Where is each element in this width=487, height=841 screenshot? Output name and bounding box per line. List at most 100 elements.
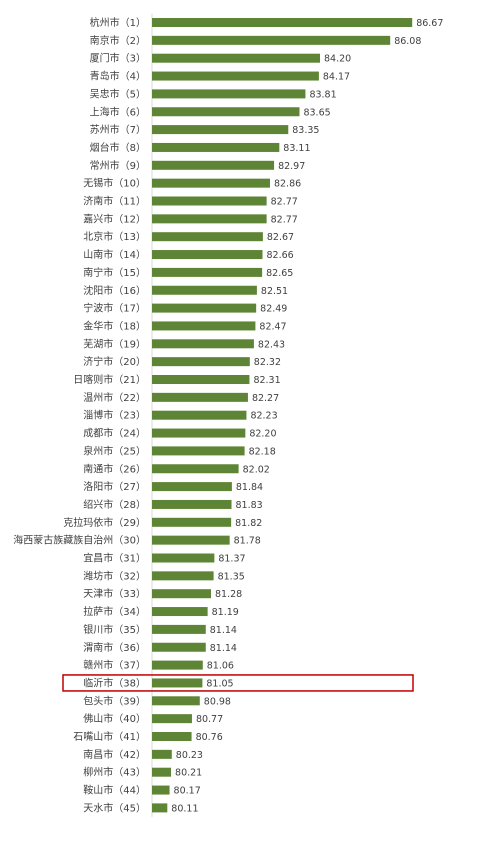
category-label-10: 无锡市（10） <box>83 177 146 190</box>
bar-9 <box>152 160 275 170</box>
category-label-39: 包头市（39） <box>83 694 146 707</box>
category-label-36: 渭南市（36） <box>83 641 146 654</box>
value-label-22: 82.27 <box>252 393 279 404</box>
category-label-2: 南京市（2） <box>90 34 146 47</box>
category-label-40: 佛山市（40） <box>83 712 146 725</box>
category-label-9: 常州市（9） <box>90 159 146 172</box>
category-label-20: 济宁市（20） <box>83 355 146 368</box>
value-label-13: 82.67 <box>267 232 294 243</box>
category-label-29: 克拉玛依市（29） <box>63 516 146 529</box>
bar-3 <box>152 53 320 63</box>
bar-32 <box>152 571 214 581</box>
bar-24 <box>152 428 246 438</box>
category-label-4: 青岛市（4） <box>90 70 146 83</box>
value-label-5: 83.81 <box>309 89 336 100</box>
category-label-18: 金华市（18） <box>83 319 146 332</box>
value-label-12: 82.77 <box>271 214 298 225</box>
value-label-30: 81.78 <box>234 536 261 547</box>
value-label-15: 82.65 <box>266 268 293 279</box>
category-label-27: 洛阳市（27） <box>83 480 146 493</box>
category-label-42: 南昌市（42） <box>83 748 146 761</box>
bar-8 <box>152 142 280 152</box>
bars-group <box>152 18 413 813</box>
bar-35 <box>152 624 206 634</box>
category-label-45: 天水市（45） <box>83 801 146 814</box>
value-label-32: 81.35 <box>218 571 245 582</box>
category-label-43: 柳州市（43） <box>83 766 146 779</box>
category-label-5: 吴忠市（5） <box>90 87 146 100</box>
category-label-28: 绍兴市（28） <box>83 498 146 511</box>
bar-16 <box>152 285 257 295</box>
bar-19 <box>152 339 254 349</box>
bar-11 <box>152 196 267 206</box>
category-label-24: 成都市（24） <box>83 427 146 440</box>
value-label-24: 82.20 <box>249 429 276 440</box>
bar-23 <box>152 410 247 420</box>
bar-21 <box>152 375 250 384</box>
bar-39 <box>152 696 200 706</box>
bar-5 <box>152 89 306 99</box>
bar-42 <box>152 749 172 759</box>
value-label-28: 81.83 <box>236 500 263 511</box>
bar-36 <box>152 642 206 652</box>
bar-38 <box>152 678 203 688</box>
value-label-19: 82.43 <box>258 339 285 350</box>
bar-7 <box>152 125 289 135</box>
category-label-14: 山南市（14） <box>83 248 146 261</box>
category-label-7: 苏州市（7） <box>90 123 146 136</box>
value-label-37: 81.06 <box>207 661 234 672</box>
category-label-12: 嘉兴市（12） <box>83 212 146 225</box>
category-label-8: 烟台市（8） <box>90 141 146 154</box>
value-label-23: 82.23 <box>250 411 277 422</box>
bar-26 <box>152 464 239 474</box>
value-label-2: 86.08 <box>394 36 421 47</box>
value-label-20: 82.32 <box>254 357 281 368</box>
bar-4 <box>152 71 319 81</box>
category-label-26: 南通市（26） <box>83 462 146 475</box>
value-label-41: 80.76 <box>196 732 223 743</box>
category-label-19: 芜湖市（19） <box>83 337 146 350</box>
value-label-27: 81.84 <box>236 482 263 493</box>
category-label-37: 赣州市（37） <box>83 659 146 672</box>
bar-37 <box>152 660 203 670</box>
category-label-22: 温州市（22） <box>83 391 146 404</box>
value-label-44: 80.17 <box>174 786 201 797</box>
bar-40 <box>152 714 192 724</box>
value-label-18: 82.47 <box>259 321 286 332</box>
value-labels-group: 86.67 86.08 84.20 84.17 83.81 83.65 83.35 83.11… <box>171 18 443 814</box>
bar-25 <box>152 446 245 456</box>
bar-14 <box>152 250 263 260</box>
value-label-36: 81.14 <box>210 643 237 654</box>
value-label-3: 84.20 <box>324 54 351 65</box>
value-label-31: 81.37 <box>218 554 245 565</box>
bar-45 <box>152 803 168 813</box>
bar-12 <box>152 214 267 224</box>
value-label-35: 81.14 <box>210 625 237 636</box>
bar-31 <box>152 553 215 563</box>
value-label-17: 82.49 <box>260 304 287 315</box>
value-label-40: 80.77 <box>196 714 223 725</box>
bar-34 <box>152 607 208 617</box>
value-label-7: 83.35 <box>292 125 319 136</box>
bar-17 <box>152 303 257 313</box>
category-label-1: 杭州市（1） <box>90 16 146 29</box>
category-label-6: 上海市（6） <box>90 105 146 118</box>
value-label-45: 80.11 <box>171 803 198 814</box>
bar-41 <box>152 732 192 741</box>
category-label-30: 海西蒙古族藏族自治州（30） <box>13 534 146 547</box>
category-label-3: 厦门市（3） <box>90 52 146 65</box>
category-label-16: 沈阳市（16） <box>83 284 146 297</box>
value-label-11: 82.77 <box>271 197 298 208</box>
value-label-42: 80.23 <box>176 750 203 761</box>
value-label-29: 81.82 <box>235 518 262 529</box>
value-label-1: 86.67 <box>416 18 443 29</box>
category-label-38: 临沂市（38） <box>83 676 146 689</box>
bar-30 <box>152 535 230 545</box>
bar-13 <box>152 232 263 242</box>
value-label-43: 80.21 <box>175 768 202 779</box>
bar-10 <box>152 178 270 188</box>
value-label-26: 82.02 <box>243 464 270 475</box>
category-label-13: 北京市（13） <box>83 230 146 243</box>
highlight-box <box>62 674 414 692</box>
